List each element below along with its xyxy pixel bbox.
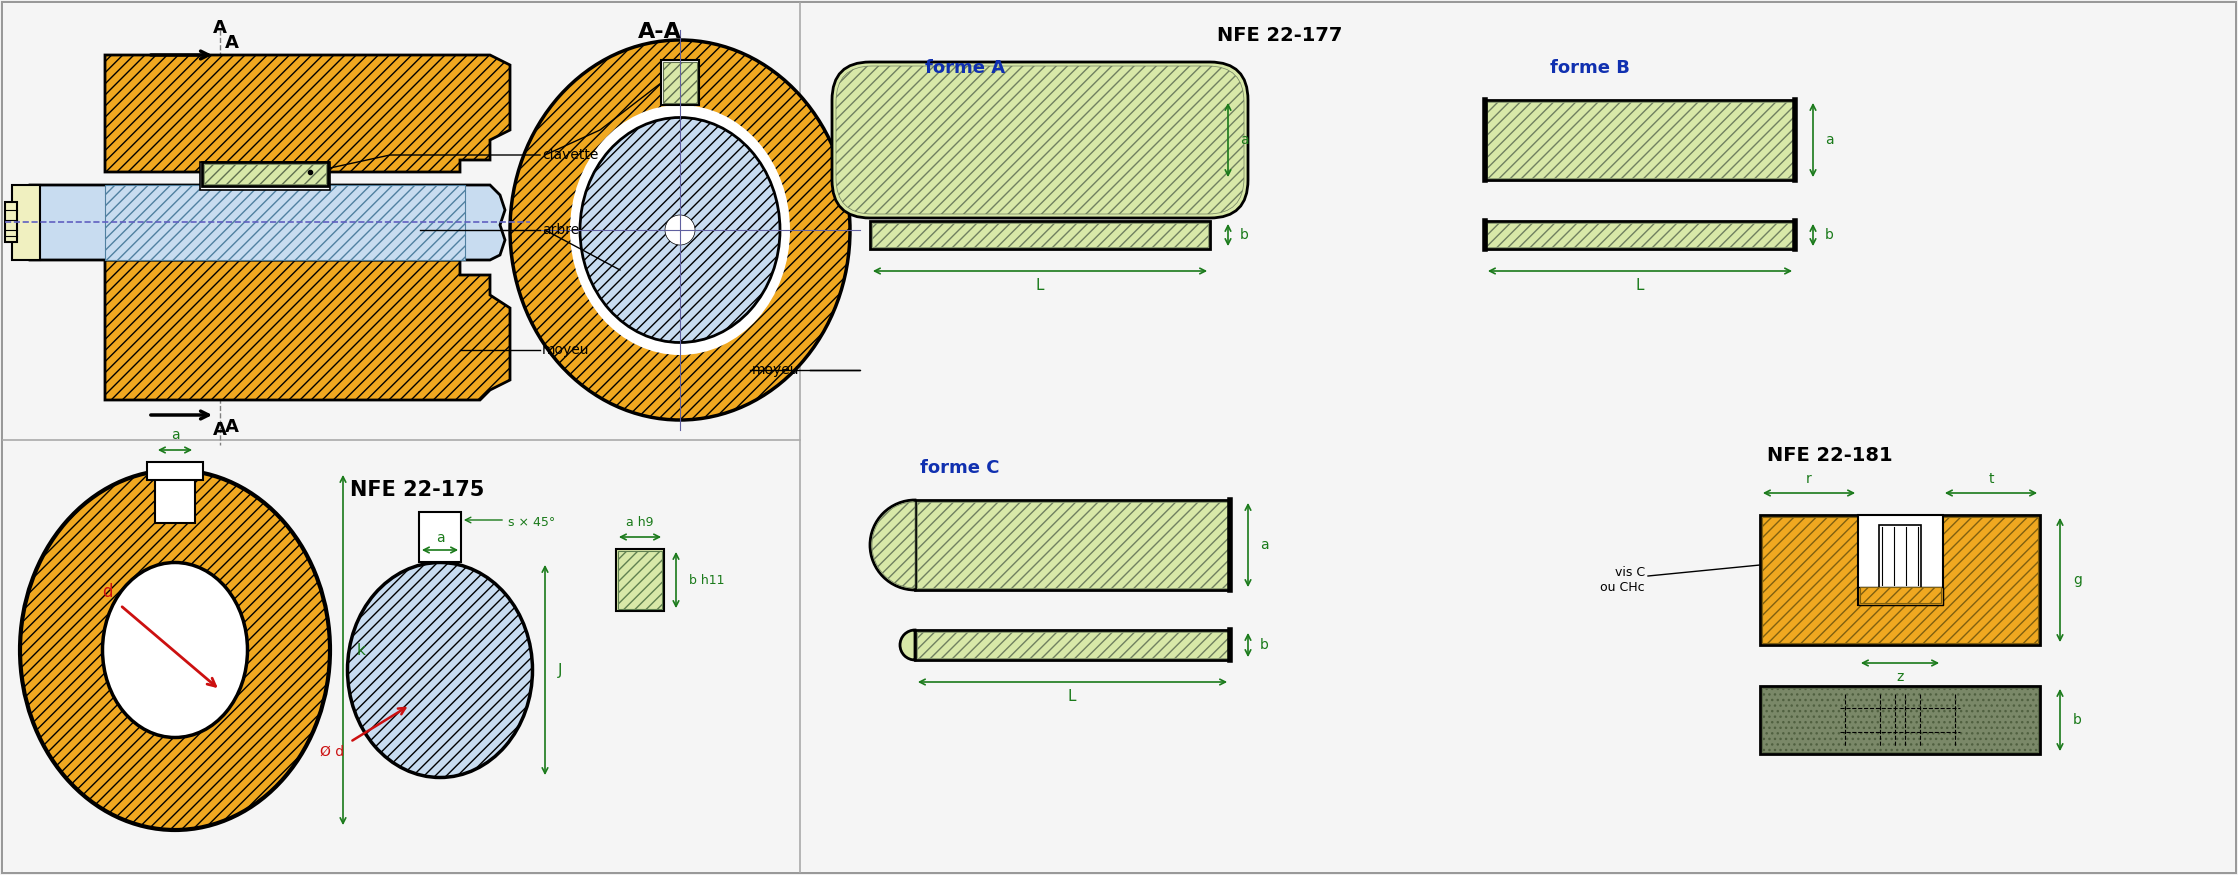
Ellipse shape [347,563,533,778]
Bar [154,468,195,523]
Text: A: A [213,19,226,37]
Bar [618,551,662,609]
Bar [199,162,329,190]
Bar [4,202,18,242]
Bar [915,630,1231,660]
Bar [660,60,698,105]
Text: a: a [436,531,445,545]
Bar [105,185,466,260]
Bar [419,512,461,562]
Text: A-A: A-A [638,22,683,42]
Text: z: z [1896,670,1905,684]
Bar [918,502,1229,588]
Wedge shape [873,502,915,588]
Text: NFE 22-181: NFE 22-181 [1768,445,1893,465]
Text: Ø d: Ø d [320,745,345,759]
FancyBboxPatch shape [833,62,1249,218]
Text: A: A [226,418,239,436]
Text: a h9: a h9 [627,515,653,528]
Text: NFE 22-175: NFE 22-175 [349,480,483,500]
Text: s × 45°: s × 45° [508,515,555,528]
Text: L: L [1036,277,1045,292]
Bar [1860,587,1940,603]
Polygon shape [105,55,510,172]
Text: NFE 22-177: NFE 22-177 [1217,25,1343,45]
Bar [615,549,665,611]
Text: moyeu: moyeu [752,363,799,377]
Bar [1486,102,1793,178]
Text: clavette: clavette [542,148,598,162]
Text: k: k [358,642,365,657]
Polygon shape [105,260,510,400]
Text: forme C: forme C [920,459,1000,477]
Polygon shape [29,185,506,260]
Text: moyeu: moyeu [542,343,589,357]
Wedge shape [871,500,915,590]
Bar [1759,686,2041,754]
Text: b h11: b h11 [689,573,725,586]
Bar [1858,515,1943,605]
Text: A: A [213,421,226,439]
Text: b: b [1240,228,1249,242]
Ellipse shape [580,117,781,342]
Bar [1761,688,2039,752]
Ellipse shape [103,563,248,738]
Text: arbre: arbre [542,223,580,237]
Text: a: a [1240,133,1249,147]
Ellipse shape [20,470,329,830]
Text: a: a [1824,133,1833,147]
Bar [204,164,327,184]
Bar [873,223,1209,247]
Bar [662,62,696,103]
Bar [1880,525,1920,590]
Text: L: L [1068,689,1076,704]
Bar [1486,223,1793,247]
Bar [1759,515,2041,645]
FancyBboxPatch shape [837,66,1244,214]
Bar [915,500,1231,590]
Text: b: b [1824,228,1833,242]
Text: b: b [1260,638,1269,652]
Text: J: J [557,662,562,677]
Text: A: A [226,34,239,52]
Bar [871,221,1211,249]
Text: forme A: forme A [924,59,1005,77]
Bar [1486,100,1795,180]
Text: forme B: forme B [1551,59,1629,77]
Text: g: g [2072,573,2081,587]
Ellipse shape [665,215,696,245]
Text: a: a [170,428,179,442]
Text: t: t [1987,472,1994,486]
Bar [148,462,204,480]
Text: L: L [1636,277,1645,292]
Bar [1486,221,1795,249]
Bar [918,632,1229,658]
Bar [1761,517,2039,643]
Ellipse shape [510,40,850,420]
Bar [11,185,40,260]
Text: a: a [1260,538,1269,552]
Text: d: d [101,583,112,601]
Text: vis C
ou CHc: vis C ou CHc [1600,566,1645,594]
Wedge shape [900,630,915,660]
Bar [1858,587,1943,605]
Text: b: b [2072,713,2081,727]
Ellipse shape [571,105,790,355]
Bar [201,162,329,186]
Text: r: r [1806,472,1813,486]
